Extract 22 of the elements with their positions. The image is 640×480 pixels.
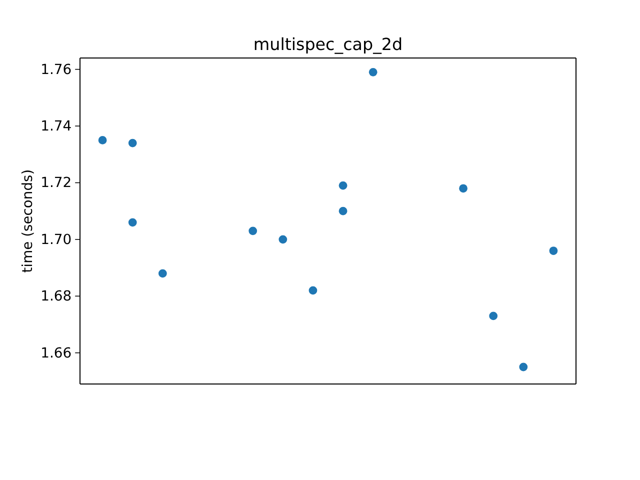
point [278, 235, 288, 244]
point [248, 226, 258, 236]
point [158, 269, 167, 278]
point [338, 181, 348, 190]
point [128, 138, 137, 148]
y-tick-label: 1.74 [40, 118, 72, 134]
y-tick-label: 1.66 [40, 345, 72, 362]
y-tick-label: 1.68 [40, 288, 72, 305]
y-tick-label: 1.76 [40, 62, 72, 78]
point [368, 68, 378, 76]
chart-title: multispec_cap_2d [253, 34, 403, 54]
y-tick-label: 1.72 [40, 175, 72, 192]
point [489, 312, 498, 320]
y-axis-title: time (seconds) [20, 169, 36, 273]
y-tick-label: 1.70 [40, 232, 72, 248]
point [128, 218, 137, 227]
point [519, 362, 528, 372]
point [98, 136, 107, 144]
point [459, 184, 468, 193]
point [549, 246, 558, 255]
point [308, 286, 318, 295]
point [338, 206, 348, 216]
